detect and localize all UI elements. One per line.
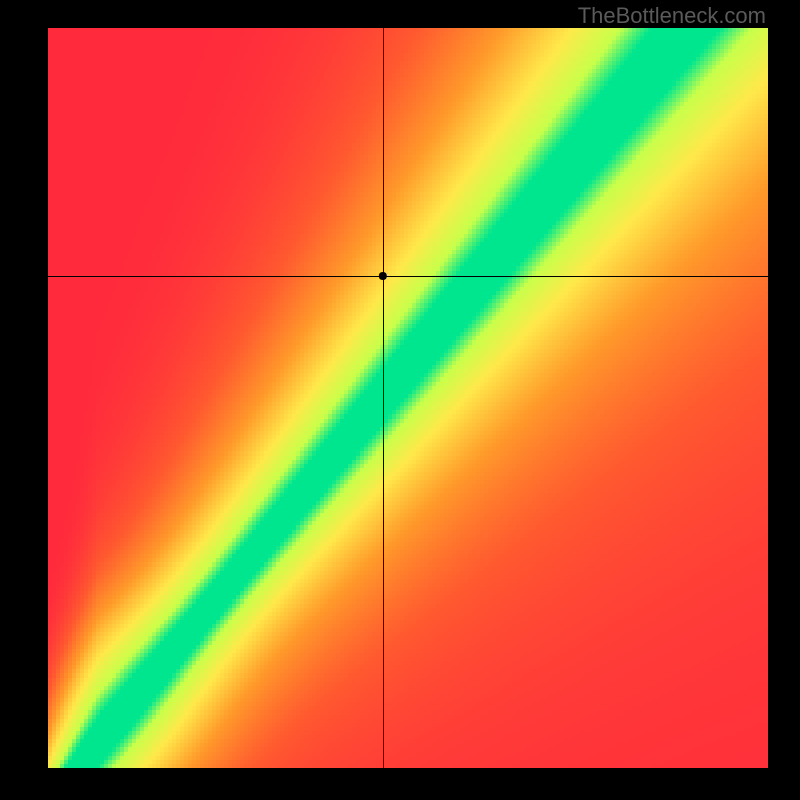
watermark-text: TheBottleneck.com <box>578 3 766 29</box>
chart-container: TheBottleneck.com <box>0 0 800 800</box>
bottleneck-heatmap <box>0 0 800 800</box>
